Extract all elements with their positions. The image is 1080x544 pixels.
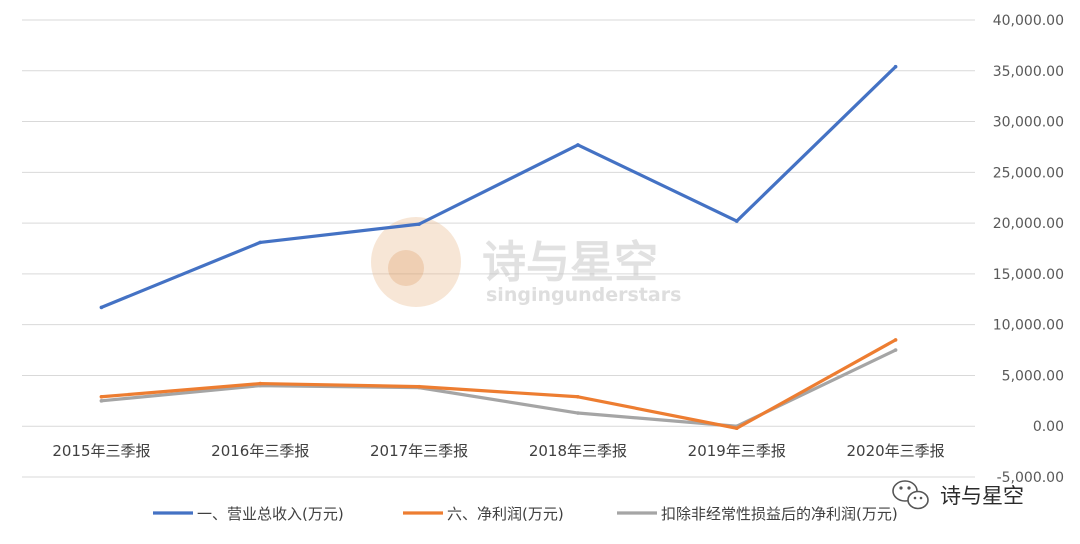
y-axis-ticks: 40,000.00 35,000.00 30,000.00 25,000.00 20,0… [993,13,1064,486]
legend-label: 一、营业总收入(万元) [197,505,344,523]
legend-label: 六、净利润(万元) [447,505,564,523]
watermark: 诗与星空 singingunderstars [371,217,681,307]
data-point [734,219,739,223]
data-point [893,64,898,69]
watermark-title: 诗与星空 [482,237,658,288]
x-tick-label: 2020年三季报 [846,442,944,460]
data-point [258,381,263,386]
data-point [99,305,104,310]
y-tick-label: 25,000.00 [993,165,1064,181]
data-point [99,399,104,403]
legend: 一、营业总收入(万元) 六、净利润(万元) 扣除非经常性损益后的净利润(万元) [153,505,898,523]
data-point [893,348,898,352]
brand-badge: 诗与星空 [892,480,1024,510]
x-tick-label: 2017年三季报 [370,442,468,460]
y-tick-label: -5,000.00 [997,470,1064,486]
data-point [258,240,263,245]
y-tick-label: 5,000.00 [1002,368,1064,384]
data-point [417,384,421,389]
y-tick-label: 40,000.00 [993,13,1064,29]
x-tick-label: 2018年三季报 [529,442,627,460]
data-point [417,222,421,226]
wechat-icon [892,480,929,510]
watermark-logo-inner [388,250,424,286]
y-tick-label: 35,000.00 [993,64,1064,80]
y-tick-label: 10,000.00 [993,318,1064,334]
x-axis-ticks: 2015年三季报 2016年三季报 2017年三季报 2018年三季报 2019年三季报… [52,442,944,460]
y-tick-label: 0.00 [1033,419,1064,435]
data-point [576,394,580,399]
data-point [734,426,739,431]
brand-name: 诗与星空 [940,484,1024,508]
data-point [893,338,898,342]
x-tick-label: 2015年三季报 [52,442,150,460]
data-point [99,394,104,399]
watermark-logo [371,217,461,307]
y-tick-label: 20,000.00 [993,216,1064,232]
y-tick-label: 30,000.00 [993,115,1064,131]
x-tick-label: 2016年三季报 [211,442,309,460]
series-line-1 [99,65,898,310]
data-point [576,143,580,147]
watermark-subtitle: singingunderstars [486,284,681,306]
legend-label: 扣除非经常性损益后的净利润(万元) [661,505,898,523]
y-tick-label: 15,000.00 [993,267,1064,283]
x-tick-label: 2019年三季报 [688,442,786,460]
series-lines [99,64,898,431]
data-point [576,411,580,415]
series-line-2 [99,338,898,430]
